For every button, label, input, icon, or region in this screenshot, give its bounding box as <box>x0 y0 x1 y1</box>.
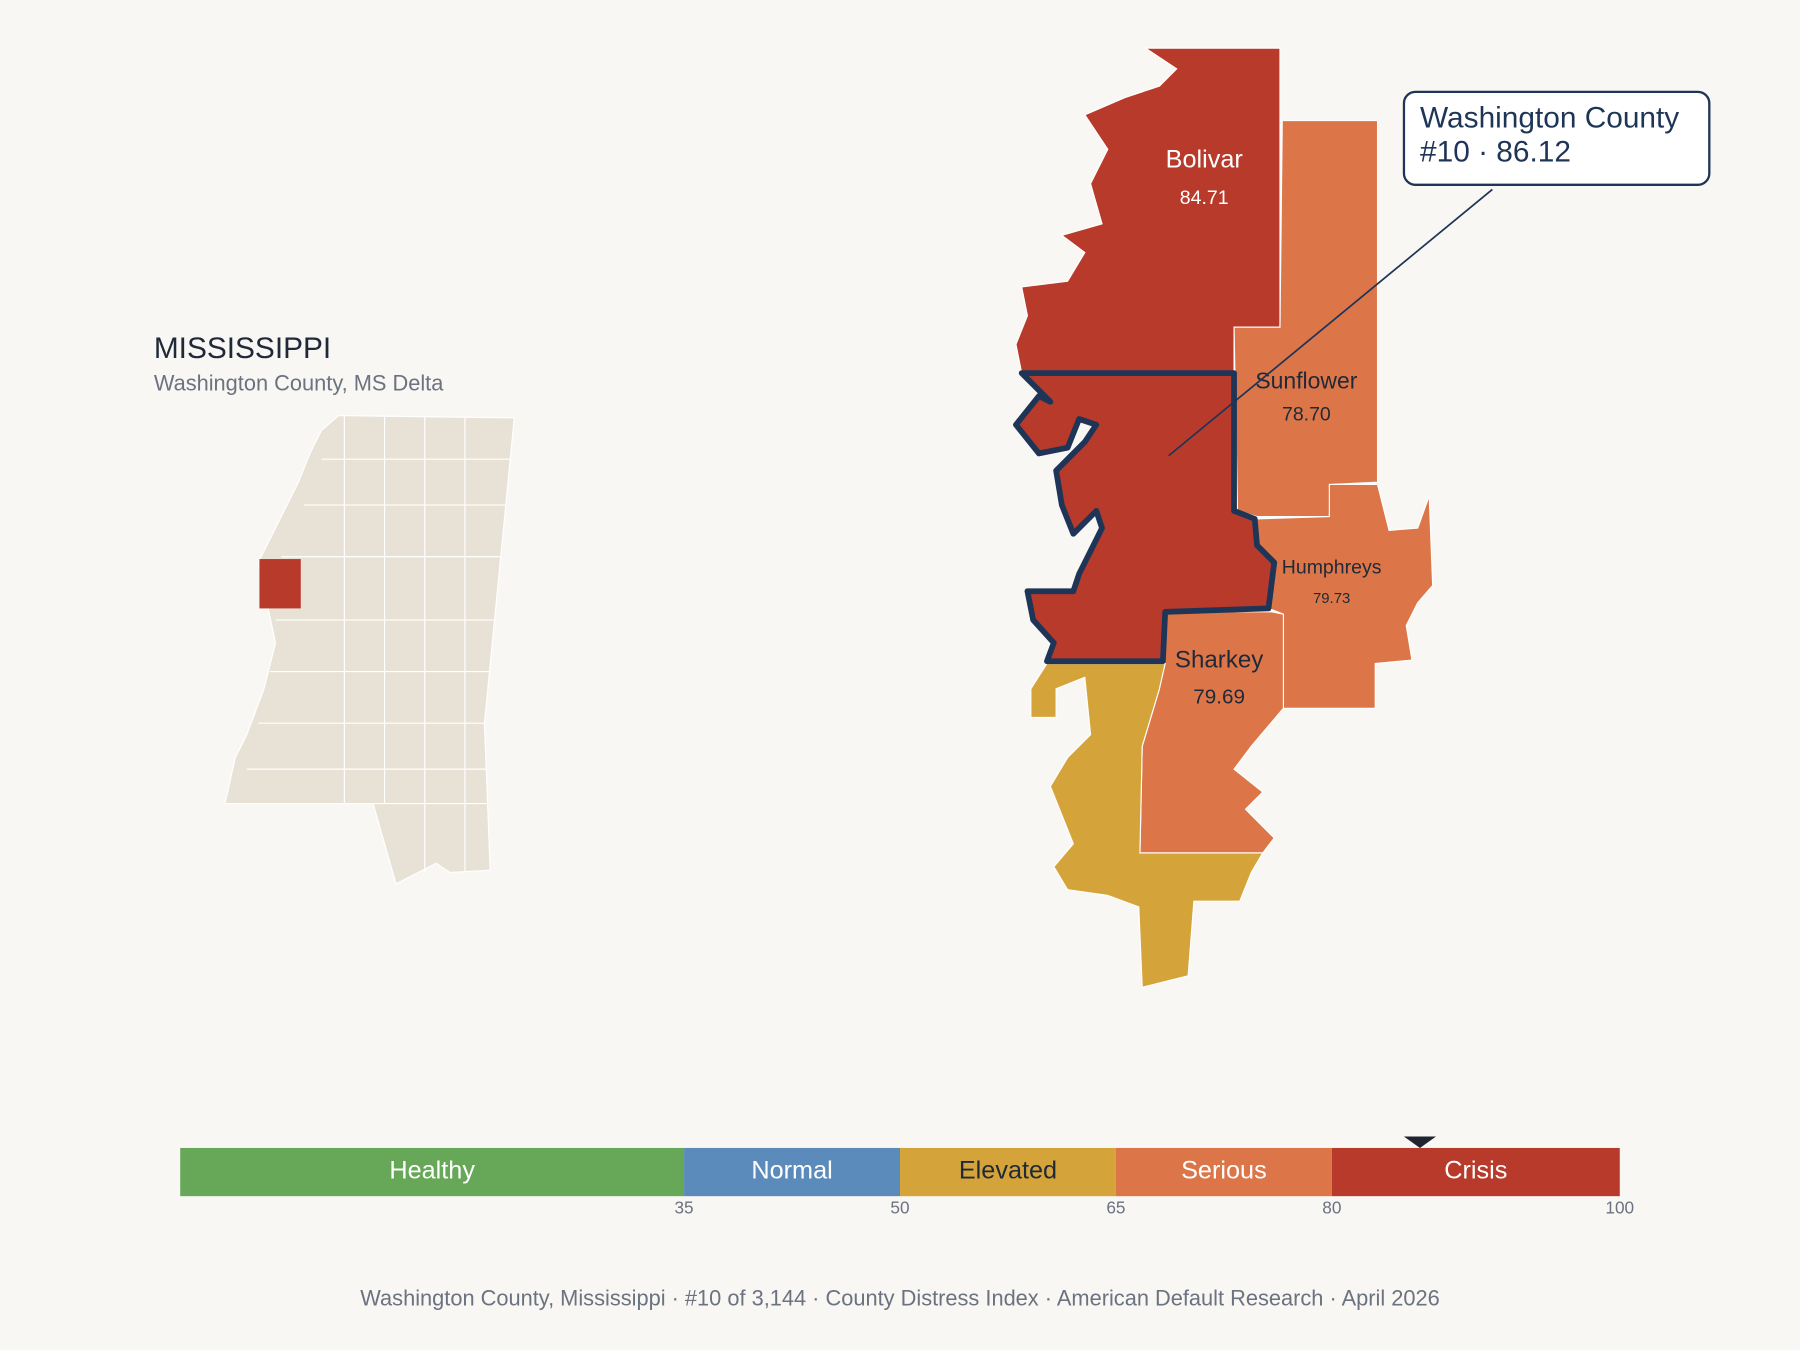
scale-band-label: Elevated <box>959 1157 1057 1185</box>
callout-line: Washington County <box>1420 101 1679 134</box>
scale-marker <box>1403 1136 1437 1148</box>
county-bolivar <box>1015 47 1281 374</box>
callout-box <box>1402 90 1711 186</box>
inset-highlight-county <box>259 559 301 609</box>
county-score: 79.69 <box>1193 685 1245 708</box>
scale-band-label: Serious <box>1181 1157 1267 1185</box>
scale-band <box>900 1147 1116 1197</box>
callout-leader <box>1168 188 1493 457</box>
scale-band-label: Normal <box>751 1157 832 1185</box>
county-score: 84.71 <box>1180 187 1229 209</box>
scale-band <box>1115 1147 1332 1197</box>
county-issaquena <box>1030 662 1264 988</box>
footer: Washington County, Mississippi · #10 of … <box>360 1285 1439 1310</box>
county-name: Sharkey <box>1175 647 1263 674</box>
scale-band-label: Crisis <box>1444 1157 1507 1185</box>
county-name: Bolivar <box>1166 145 1243 173</box>
county-name: Humphreys <box>1282 556 1382 578</box>
county-name: Sunflower <box>1255 367 1357 393</box>
scale-tick-label: 80 <box>1322 1197 1341 1217</box>
county-score: 78.70 <box>1282 404 1331 426</box>
scale-tick-label: 100 <box>1605 1197 1634 1217</box>
scale-band-label: Healthy <box>389 1157 475 1185</box>
scale-band <box>180 1147 685 1197</box>
scale-tick-label: 50 <box>890 1197 909 1217</box>
inset-title: MISSISSIPPI <box>154 332 331 365</box>
county-washington <box>1013 370 1278 665</box>
scale-band <box>684 1147 900 1197</box>
scale-tick-label: 65 <box>1106 1197 1125 1217</box>
scale-band <box>1331 1147 1620 1197</box>
inset-subtitle: Washington County, MS Delta <box>154 370 444 395</box>
scale-tick-label: 35 <box>674 1197 693 1217</box>
state-county-lines <box>246 415 511 873</box>
state-outline <box>224 414 515 885</box>
county-score: 79.73 <box>1313 590 1350 607</box>
distress-scale: Healthy Normal Elevated Serious Crisis 35 50 65… <box>180 1136 1634 1217</box>
callout-line: #10 · 86.12 <box>1420 136 1571 169</box>
county-sunflower <box>1233 119 1379 518</box>
